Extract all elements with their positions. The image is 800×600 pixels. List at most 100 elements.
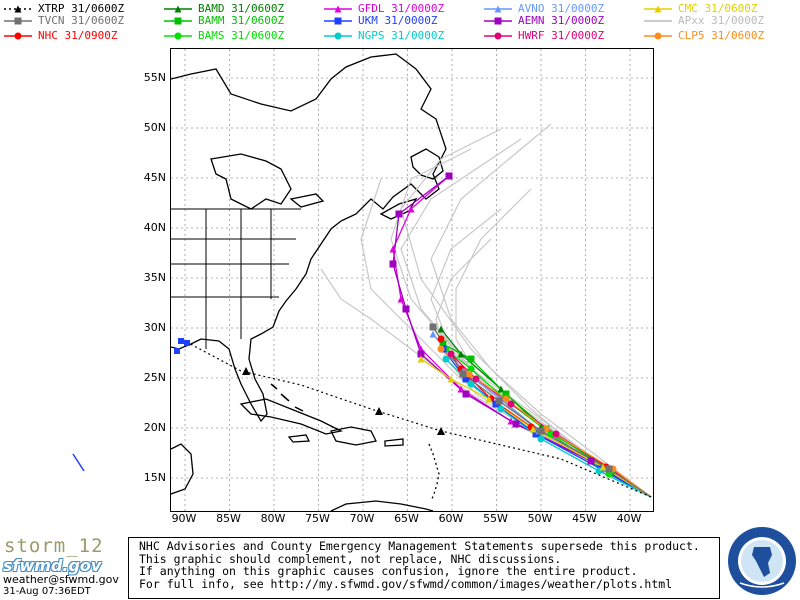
track-point [462, 390, 470, 398]
track-point [465, 370, 473, 378]
track-point [437, 345, 445, 353]
legend-label: AVNO 31/0000Z [518, 2, 605, 15]
legend-swatch-icon [164, 5, 192, 13]
legend-swatch-icon [644, 5, 672, 13]
track-point [429, 323, 437, 331]
lat-label: 30N [143, 321, 166, 334]
lon-label: 55W [483, 512, 508, 525]
canada-coastline [171, 53, 447, 222]
legend-entry: NHC 31/0900Z [0, 30, 158, 42]
track-point [502, 395, 510, 403]
track-point [439, 340, 447, 348]
legend-swatch-icon [324, 32, 352, 40]
track-point [445, 172, 453, 180]
legend-swatch-icon [484, 32, 512, 40]
disclaimer-line: NHC Advisories and County Emergency Mana… [139, 539, 700, 553]
great-lakes [210, 153, 292, 210]
track-point [417, 350, 425, 358]
legend-label: NHC 31/0900Z [38, 29, 118, 42]
legend-swatch-icon [484, 17, 512, 25]
legend-entry: UKM 31/0000Z [320, 15, 478, 27]
state-borders [171, 208, 301, 349]
timestamp: 31-Aug 07:36EDT [3, 586, 91, 597]
south-america [330, 500, 434, 511]
legend-entry: AEMN 31/0000Z [480, 15, 638, 27]
map-frame [170, 48, 654, 512]
legend-label: BAMS 31/0600Z [198, 29, 285, 42]
legend-label: NGPS 31/0000Z [358, 29, 445, 42]
lon-label: 85W [216, 512, 241, 525]
lon-label: 80W [260, 512, 286, 525]
lat-label: 20N [143, 421, 166, 434]
legend-label: HWRF 31/0000Z [518, 29, 605, 42]
lon-label: 70W [349, 512, 375, 525]
jamaica [287, 434, 311, 443]
track-markers [174, 172, 617, 478]
legend-entry: XTRP 31/0600Z [0, 3, 158, 15]
legend-swatch-icon [4, 5, 32, 13]
lat-label: 15N [143, 471, 166, 484]
track-point [467, 380, 475, 388]
track-point [375, 407, 383, 415]
track-point [599, 463, 607, 471]
legend-entry: CLP5 31/0600Z [640, 30, 798, 42]
track-point [497, 405, 505, 413]
legend-label: BAMM 31/0600Z [198, 14, 285, 27]
legend-swatch-icon [644, 20, 672, 22]
legend-label: CMC 31/0600Z [678, 2, 758, 15]
track-point [184, 340, 190, 346]
forecast-tracks [180, 123, 652, 498]
disclaimer-box: NHC Advisories and County Emergency Mana… [128, 537, 720, 599]
lon-label: 65W [394, 512, 419, 525]
track-point [389, 260, 397, 268]
stray-track-marker [72, 453, 85, 472]
lon-label: 40W [616, 512, 642, 525]
track-point [395, 210, 403, 218]
track-point [537, 435, 545, 443]
lat-label: 50N [143, 121, 166, 134]
legend-entry: NGPS 31/0000Z [320, 30, 478, 42]
track-point [397, 295, 405, 303]
legend-swatch-icon [484, 5, 512, 13]
central-america [171, 443, 194, 495]
track-point [552, 430, 560, 438]
lat-label: 25N [143, 371, 166, 384]
track-point [437, 427, 445, 435]
track-point [547, 430, 555, 438]
track-point [178, 338, 184, 344]
track-point [174, 348, 180, 354]
legend-label: BAMD 31/0600Z [198, 2, 285, 15]
coastline-outline [171, 53, 447, 511]
legend-entry: AVNO 31/0000Z [480, 3, 638, 15]
legend-swatch-icon [324, 5, 352, 13]
legend-label: XTRP 31/0600Z [38, 2, 125, 15]
track-point [502, 390, 510, 398]
track-point [457, 350, 465, 358]
disclaimer-line: For full info, see http://my.sfwmd.gov/s… [139, 576, 673, 591]
track-point [389, 245, 397, 253]
lat-label: 55N [143, 71, 166, 84]
bahamas [270, 383, 304, 412]
lon-label: 60W [438, 512, 464, 525]
legend-entry: APxx 31/0000Z [640, 15, 798, 27]
track-map [171, 49, 653, 511]
cuba [239, 398, 343, 435]
track-point [447, 375, 455, 383]
lake-ontario [289, 193, 325, 208]
contact-email: weather@sfwmd.gov [3, 573, 119, 586]
lon-label: 45W [572, 512, 597, 525]
track-point [485, 395, 493, 403]
track-point [437, 335, 445, 343]
legend-label: UKM 31/0000Z [358, 14, 438, 27]
storm-name: storm_12 [4, 535, 104, 557]
track-point [429, 330, 437, 338]
legend-label: TVCN 31/0600Z [38, 14, 125, 27]
track-point [407, 205, 415, 213]
legend-label: GFDL 31/0000Z [358, 2, 445, 15]
legend-swatch-icon [164, 32, 192, 40]
track-point [605, 465, 613, 473]
hispaniola [330, 426, 377, 446]
legend-swatch-icon [324, 17, 352, 25]
track-point [512, 420, 520, 428]
track-point [242, 367, 250, 375]
